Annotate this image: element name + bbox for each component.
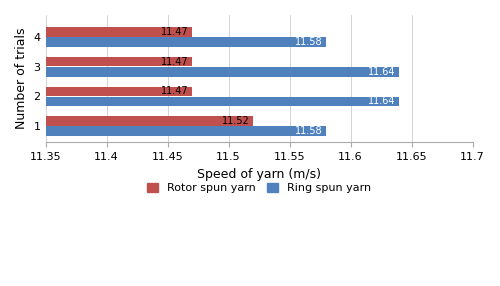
Y-axis label: Number of trials: Number of trials: [15, 28, 28, 129]
Bar: [46, 116, 253, 126]
Bar: [46, 67, 400, 77]
Text: 11.47: 11.47: [160, 86, 188, 96]
Bar: [46, 27, 192, 37]
Text: 11.47: 11.47: [160, 57, 188, 67]
Bar: [46, 37, 326, 47]
Bar: [46, 97, 400, 106]
Text: 11.58: 11.58: [295, 126, 322, 136]
Bar: [46, 126, 326, 136]
Bar: [46, 57, 192, 66]
X-axis label: Speed of yarn (m/s): Speed of yarn (m/s): [197, 168, 321, 180]
Bar: [46, 87, 192, 96]
Text: 11.64: 11.64: [368, 67, 396, 77]
Text: 11.47: 11.47: [160, 27, 188, 37]
Text: 11.58: 11.58: [295, 37, 322, 47]
Text: 11.52: 11.52: [222, 116, 250, 126]
Legend: Rotor spun yarn, Ring spun yarn: Rotor spun yarn, Ring spun yarn: [142, 178, 376, 198]
Text: 11.64: 11.64: [368, 96, 396, 106]
